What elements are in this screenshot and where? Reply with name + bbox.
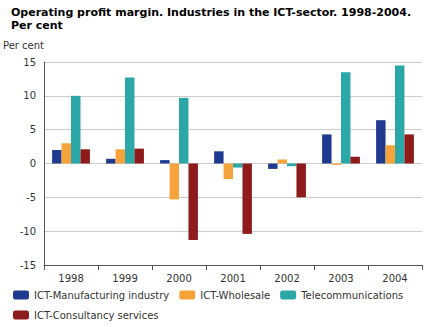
svg-text:ICT-Wholesale: ICT-Wholesale (200, 290, 270, 301)
svg-text:1998: 1998 (58, 273, 83, 284)
svg-text:10: 10 (23, 90, 36, 101)
svg-text:2000: 2000 (166, 273, 191, 284)
svg-text:1999: 1999 (112, 273, 137, 284)
svg-text:ICT-Consultancy services: ICT-Consultancy services (34, 310, 159, 321)
svg-text:0: 0 (30, 158, 36, 169)
svg-text:Operating profit margin. Indus: Operating profit margin. Industries in t… (11, 6, 411, 19)
svg-text:2002: 2002 (274, 273, 299, 284)
svg-text:-10: -10 (20, 226, 36, 237)
svg-text:Per cent: Per cent (11, 19, 63, 32)
svg-text:2001: 2001 (220, 273, 245, 284)
svg-text:2003: 2003 (328, 273, 353, 284)
svg-text:15: 15 (23, 57, 36, 68)
svg-text:2004: 2004 (382, 273, 407, 284)
svg-text:-5: -5 (26, 192, 36, 203)
svg-text:Telecommunications: Telecommunications (300, 290, 403, 301)
svg-text:Per cent: Per cent (3, 40, 44, 51)
svg-text:5: 5 (30, 124, 36, 135)
svg-text:ICT-Manufacturing industry: ICT-Manufacturing industry (34, 290, 169, 301)
svg-text:-15: -15 (20, 260, 36, 271)
